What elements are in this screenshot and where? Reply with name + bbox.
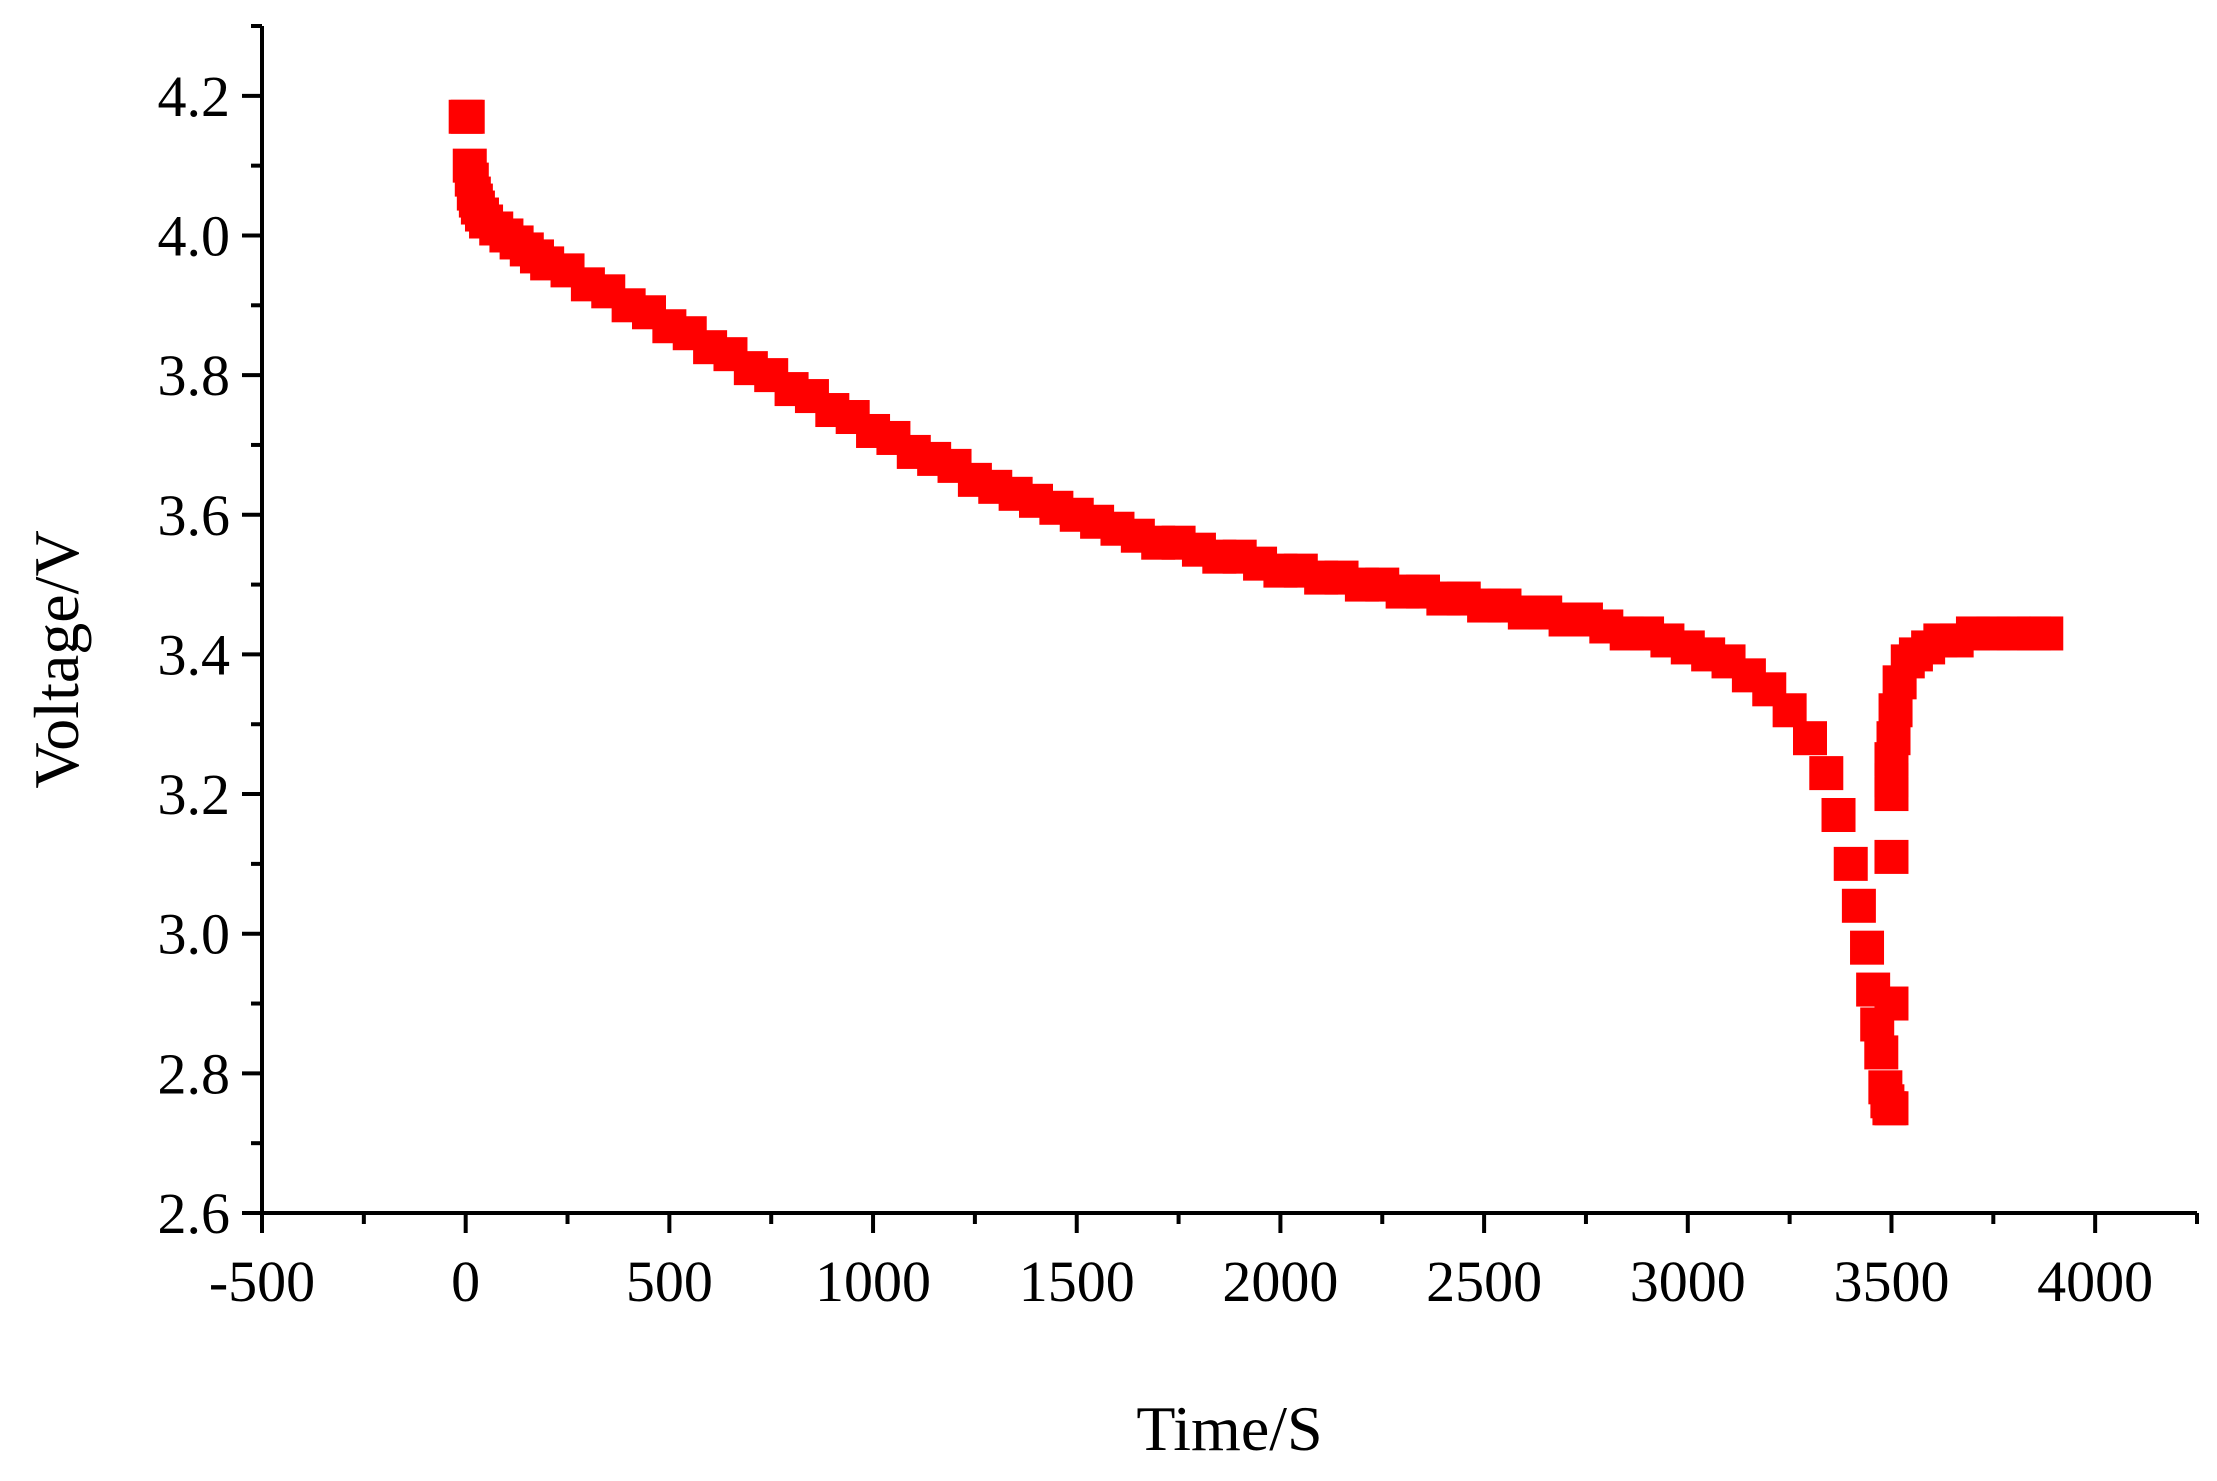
- x-tick-label: 4000: [2037, 1249, 2153, 1314]
- y-tick-label: 3.0: [158, 902, 231, 967]
- x-tick-label: 0: [451, 1249, 480, 1314]
- y-tick-label: 3.8: [158, 343, 231, 408]
- x-tick-label: 3500: [1833, 1249, 1949, 1314]
- y-tick-label: 3.4: [158, 622, 231, 687]
- y-tick-label: 3.2: [158, 762, 231, 827]
- x-axis-ticks: -500 0 500 1000 1500 2000 2500 3000 3500 4000: [209, 1213, 2199, 1314]
- data-point: [1841, 888, 1876, 923]
- data-point: [1874, 1091, 1909, 1126]
- x-axis-title: Time/S: [1136, 1393, 1322, 1464]
- data-point: [2029, 616, 2064, 651]
- x-tick-label: 2500: [1426, 1249, 1542, 1314]
- x-tick-label: -500: [209, 1249, 315, 1314]
- y-tick-label: 2.6: [158, 1181, 231, 1246]
- y-tick-label: 4.2: [158, 64, 231, 129]
- x-tick-label: 2000: [1222, 1249, 1338, 1314]
- axes: -500 0 500 1000 1500 2000 2500 3000 3500 4000 2.6…: [158, 24, 2199, 1314]
- data-point: [1850, 930, 1885, 965]
- y-axis-title: Voltage/V: [21, 530, 92, 788]
- x-tick-label: 1000: [815, 1249, 931, 1314]
- data-point: [1833, 846, 1868, 881]
- data-point: [1821, 798, 1856, 833]
- data-point: [450, 99, 485, 134]
- x-tick-label: 500: [626, 1249, 713, 1314]
- data-points: [448, 99, 2064, 1126]
- y-tick-label: 3.6: [158, 483, 231, 548]
- data-point: [1864, 1035, 1899, 1070]
- x-tick-label: 3000: [1630, 1249, 1746, 1314]
- data-point: [1793, 721, 1827, 756]
- y-tick-label: 2.8: [158, 1041, 231, 1106]
- data-point: [1874, 986, 1909, 1021]
- data-point: [1874, 839, 1909, 874]
- y-tick-label: 4.0: [158, 203, 231, 268]
- y-axis-ticks: 2.6 2.8 3.0 3.2 3.4 3.6 3.8 4.0 4.2: [158, 24, 262, 1246]
- data-point: [1809, 756, 1844, 791]
- x-tick-label: 1500: [1019, 1249, 1135, 1314]
